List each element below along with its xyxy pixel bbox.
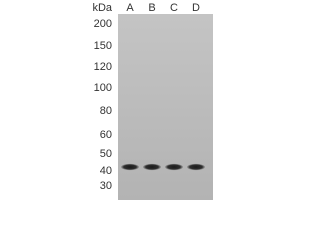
- marker-label: 60: [100, 129, 112, 141]
- marker-label: 100: [94, 82, 112, 94]
- band: [165, 163, 183, 171]
- marker-label: 30: [100, 180, 112, 192]
- marker-label: 120: [94, 61, 112, 73]
- band: [143, 163, 161, 171]
- band: [121, 163, 139, 171]
- lane-label: A: [126, 2, 134, 14]
- lane-label: B: [148, 2, 155, 14]
- lane-label: D: [192, 2, 200, 14]
- marker-label: 150: [94, 40, 112, 52]
- western-blot: kDa A B C D 200 150 120 100 80 60 50 40 30: [92, 2, 213, 200]
- marker-label: 200: [94, 18, 112, 30]
- marker-label: 80: [100, 105, 112, 117]
- membrane: [118, 14, 213, 200]
- unit-label: kDa: [92, 2, 112, 14]
- band: [187, 163, 205, 171]
- marker-label: 40: [100, 165, 112, 177]
- marker-label: 50: [100, 148, 112, 160]
- lane-label: C: [170, 2, 178, 14]
